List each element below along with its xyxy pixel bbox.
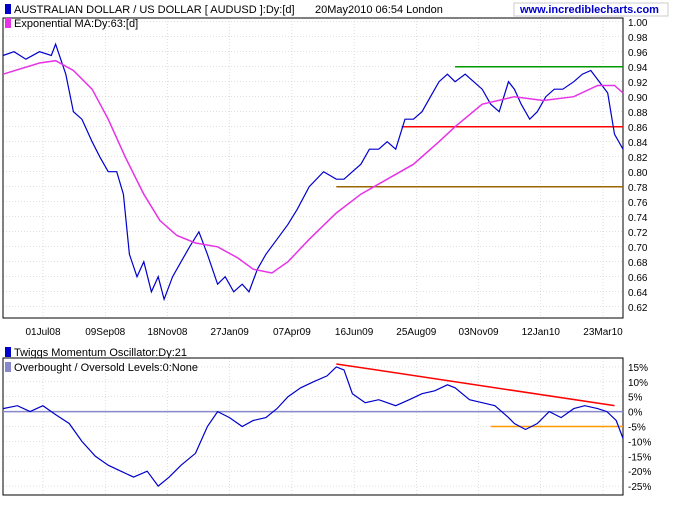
price-legend-swatch <box>5 4 11 14</box>
osc-y-tick-label: 5% <box>628 393 643 404</box>
price-y-tick-label: 0.68 <box>628 258 648 269</box>
price-y-tick-label: 0.66 <box>628 273 648 284</box>
price-x-tick-label: 03Nov09 <box>459 327 499 338</box>
price-x-tick-label: 16Jun09 <box>335 327 374 338</box>
price-x-tick-label: 01Jul08 <box>25 327 60 338</box>
price-y-tick-label: 0.62 <box>628 303 648 314</box>
price-series-line <box>2 366 624 487</box>
price-y-tick-label: 0.74 <box>628 213 648 224</box>
osc-y-tick-label: -10% <box>628 437 651 448</box>
price-x-tick-label: 23Mar10 <box>583 327 623 338</box>
price-y-tick-label: 0.96 <box>628 48 648 59</box>
levels-legend-label: Overbought / Oversold Levels:0:None <box>14 362 198 374</box>
price-y-tick-label: 0.72 <box>628 228 648 239</box>
price-x-tick-label: 25Aug09 <box>396 327 436 338</box>
osc-y-tick-label: -15% <box>628 452 651 463</box>
price-y-tick-label: 0.78 <box>628 183 648 194</box>
site-link-box[interactable] <box>513 2 669 17</box>
osc-y-tick-label: 0% <box>628 408 643 419</box>
levels-legend-swatch <box>5 362 11 372</box>
price-y-tick-label: 0.90 <box>628 93 648 104</box>
osc-y-tick-label: -5% <box>628 423 646 434</box>
price-x-tick-label: 09Sep08 <box>85 327 125 338</box>
osc-y-tick-label: 15% <box>628 363 648 374</box>
price-x-axis: 01Jul08 09Sep08 18Nov08 27Jan09 07Apr09 16Jun… <box>25 327 623 338</box>
price-x-tick-label: 18Nov08 <box>147 327 187 338</box>
price-y-axis: 0.62 0.64 0.66 0.68 0.70 0.72 0.74 0.76 0.78 0.80… <box>628 18 648 314</box>
price-y-tick-label: 0.70 <box>628 243 648 254</box>
osc-y-tick-label: -20% <box>628 467 651 478</box>
price-y-tick-label: 0.64 <box>628 288 648 299</box>
price-y-tick-label: 0.86 <box>628 123 648 134</box>
price-x-tick-label: 27Jan09 <box>210 327 249 338</box>
price-series-line <box>2 42 624 302</box>
osc-y-tick-label: 10% <box>628 378 648 389</box>
red_line-osc-line <box>336 363 615 407</box>
price-x-tick-label: 12Jan10 <box>522 327 561 338</box>
price-y-tick-label: 0.82 <box>628 153 648 164</box>
oscillator-legend-label: Twiggs Momentum Oscillator:Dy:21 <box>14 347 187 359</box>
oscillator-panel <box>2 363 624 487</box>
price-y-tick-label: 1.00 <box>628 18 648 29</box>
price-y-tick-label: 0.88 <box>628 108 648 119</box>
chart-title: AUSTRALIAN DOLLAR / US DOLLAR [ AUDUSD ]… <box>14 4 295 16</box>
ma-legend-swatch <box>5 18 11 28</box>
osc-legend-swatch <box>5 347 11 357</box>
price-y-tick-label: 0.80 <box>628 168 648 179</box>
osc-y-tick-label: -25% <box>628 482 651 493</box>
price-panel <box>2 42 624 302</box>
price-x-tick-label: 07Apr09 <box>273 327 311 338</box>
oscillator-y-axis: -25% -20% -15% -10% -5% 0% 5% 10% 15% <box>628 363 651 493</box>
price-y-tick-label: 0.76 <box>628 198 648 209</box>
price-y-tick-label: 0.98 <box>628 33 648 44</box>
price-panel-frame <box>2 17 624 319</box>
price-y-tick-label: 0.92 <box>628 78 648 89</box>
price-grid <box>3 18 623 318</box>
ma-legend-label: Exponential MA:Dy:63:[d] <box>14 18 138 30</box>
ma-series-line <box>2 59 624 274</box>
chart-datetime: 20May2010 06:54 London <box>315 4 443 16</box>
site-link[interactable]: www.incrediblecharts.com <box>519 4 659 16</box>
price-y-tick-label: 0.84 <box>628 138 648 149</box>
price-y-tick-label: 0.94 <box>628 63 648 74</box>
